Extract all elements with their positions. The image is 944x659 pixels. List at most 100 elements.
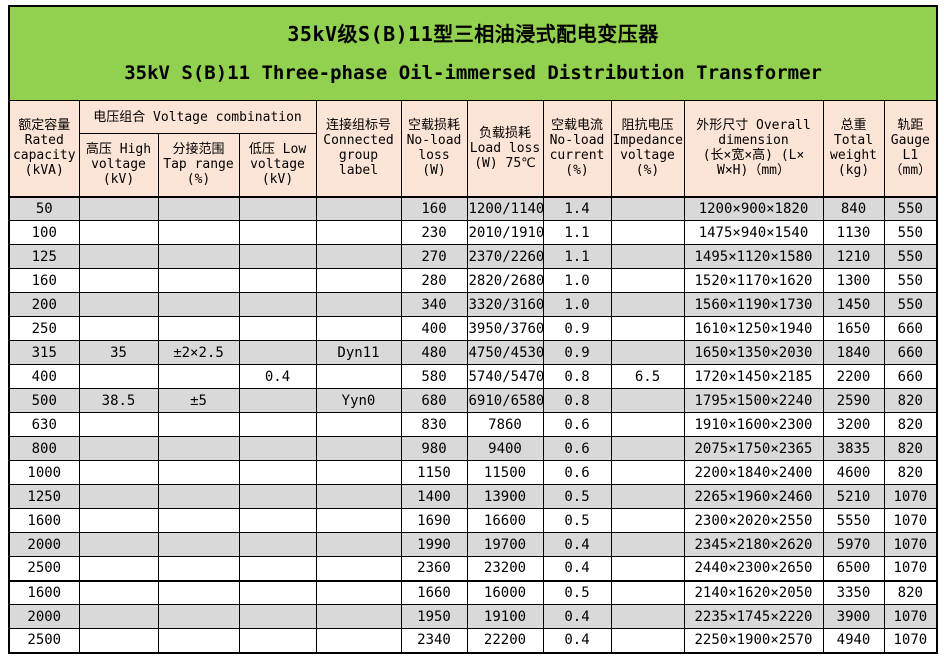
cell-rated-capacity: 1000 — [8, 460, 80, 485]
cell-low-voltage — [238, 244, 317, 269]
cell-no-load-loss: 2340 — [400, 628, 468, 653]
cell-no-load-loss: 1400 — [400, 484, 468, 509]
col-header-impedance-voltage: 阻抗电压 Impedance voltage (%) — [610, 100, 685, 198]
cell-no-load-current: 1.0 — [542, 268, 612, 293]
cell-no-load-current: 0.9 — [542, 340, 612, 365]
cell-overall-dimension: 1495×1120×1580 — [683, 244, 824, 269]
cell-overall-dimension: 2140×1620×2050 — [683, 579, 824, 605]
col-header-connected-group: 连接组标号 Connected group label — [315, 100, 402, 198]
cell-load-loss: 5740/5470 — [466, 364, 544, 389]
cell-tap-range — [157, 604, 240, 629]
cell-gauge: 820 — [883, 460, 938, 485]
cell-low-voltage — [238, 628, 317, 653]
cell-no-load-loss: 980 — [400, 436, 468, 461]
cell-overall-dimension: 2300×2020×2550 — [683, 508, 824, 533]
cell-no-load-current: 1.4 — [542, 196, 612, 221]
cell-rated-capacity: 2000 — [8, 532, 80, 557]
cell-gauge: 550 — [883, 196, 938, 221]
cell-no-load-current: 0.4 — [542, 604, 612, 629]
cell-high-voltage — [78, 508, 159, 533]
cell-rated-capacity: 630 — [8, 412, 80, 437]
cell-impedance-voltage — [610, 579, 685, 605]
cell-connected-group: Dyn11 — [315, 340, 402, 365]
cell-no-load-current: 0.9 — [542, 316, 612, 341]
cell-impedance-voltage — [610, 604, 685, 629]
cell-no-load-loss: 1990 — [400, 532, 468, 557]
cell-overall-dimension: 2440×2300×2650 — [683, 556, 824, 581]
cell-rated-capacity: 2500 — [8, 628, 80, 653]
table-row: 160 280 2820/2680 1.0 1520×1170×1620 1300 550 — [8, 268, 938, 293]
cell-no-load-loss: 1950 — [400, 604, 468, 629]
cell-no-load-loss: 160 — [400, 196, 468, 221]
cell-impedance-voltage — [610, 628, 685, 653]
cell-total-weight: 3350 — [822, 579, 885, 605]
cell-impedance-voltage — [610, 460, 685, 485]
table-title-en: 35kV S(B)11 Three-phase Oil-immersed Dis… — [124, 62, 822, 84]
cell-rated-capacity: 400 — [8, 364, 80, 389]
cell-load-loss: 16600 — [466, 508, 544, 533]
cell-rated-capacity: 50 — [8, 196, 80, 221]
header-row-sub: 高压 High voltage (kV) 分接范围 Tap range (%) … — [9, 133, 937, 198]
cell-tap-range: ±5 — [157, 388, 240, 413]
cell-high-voltage — [78, 220, 159, 245]
table-row: 250 400 3950/3760 0.9 1610×1250×1940 1650 660 — [8, 316, 938, 341]
cell-impedance-voltage — [610, 484, 685, 509]
cell-no-load-loss: 680 — [400, 388, 468, 413]
cell-impedance-voltage — [610, 532, 685, 557]
cell-high-voltage: 38.5 — [78, 388, 159, 413]
cell-total-weight: 1450 — [822, 292, 885, 317]
cell-high-voltage — [78, 364, 159, 389]
cell-no-load-current: 1.1 — [542, 244, 612, 269]
cell-high-voltage — [78, 268, 159, 293]
table-row: 125 270 2370/2260 1.1 1495×1120×1580 1210 550 — [8, 244, 938, 269]
cell-total-weight: 1650 — [822, 316, 885, 341]
cell-tap-range — [157, 532, 240, 557]
cell-rated-capacity: 1600 — [8, 508, 80, 533]
cell-overall-dimension: 2250×1900×2570 — [683, 628, 824, 653]
cell-low-voltage — [238, 340, 317, 365]
cell-total-weight: 2200 — [822, 364, 885, 389]
cell-load-loss: 16000 — [466, 579, 544, 605]
cell-overall-dimension: 1650×1350×2030 — [683, 340, 824, 365]
cell-load-loss: 19100 — [466, 604, 544, 629]
cell-tap-range — [157, 436, 240, 461]
cell-tap-range — [157, 316, 240, 341]
cell-low-voltage — [238, 604, 317, 629]
cell-connected-group — [315, 460, 402, 485]
cell-no-load-loss: 1690 — [400, 508, 468, 533]
cell-overall-dimension: 1910×1600×2300 — [683, 412, 824, 437]
cell-high-voltage — [78, 556, 159, 581]
cell-load-loss: 7860 — [466, 412, 544, 437]
cell-high-voltage — [78, 484, 159, 509]
transformer-spec-table: 35kV级S(B)11型三相油浸式配电变压器 35kV S(B)11 Three… — [8, 5, 939, 654]
cell-load-loss: 1200/1140 — [466, 196, 544, 221]
cell-gauge: 1070 — [883, 628, 938, 653]
table-row: 630 830 7860 0.6 1910×1600×2300 3200 820 — [8, 412, 938, 437]
cell-connected-group — [315, 508, 402, 533]
cell-no-load-current: 0.8 — [542, 364, 612, 389]
cell-tap-range — [157, 484, 240, 509]
cell-total-weight: 3200 — [822, 412, 885, 437]
cell-total-weight: 1210 — [822, 244, 885, 269]
cell-tap-range — [157, 364, 240, 389]
cell-impedance-voltage — [610, 556, 685, 581]
cell-no-load-current: 0.8 — [542, 388, 612, 413]
cell-overall-dimension: 2265×1960×2460 — [683, 484, 824, 509]
cell-total-weight: 4940 — [822, 628, 885, 653]
cell-overall-dimension: 1610×1250×1940 — [683, 316, 824, 341]
cell-no-load-current: 0.4 — [542, 532, 612, 557]
cell-rated-capacity: 315 — [8, 340, 80, 365]
cell-load-loss: 13900 — [466, 484, 544, 509]
table-row: 50 160 1200/1140 1.4 1200×900×1820 840 550 — [8, 196, 938, 221]
cell-no-load-current: 0.5 — [542, 579, 612, 605]
cell-gauge: 1070 — [883, 604, 938, 629]
cell-total-weight: 1130 — [822, 220, 885, 245]
cell-tap-range — [157, 460, 240, 485]
cell-high-voltage — [78, 292, 159, 317]
cell-high-voltage — [78, 316, 159, 341]
cell-gauge: 550 — [883, 268, 938, 293]
cell-no-load-current: 0.5 — [542, 508, 612, 533]
cell-rated-capacity: 800 — [8, 436, 80, 461]
col-header-high-voltage: 高压 High voltage (kV) — [78, 133, 159, 198]
